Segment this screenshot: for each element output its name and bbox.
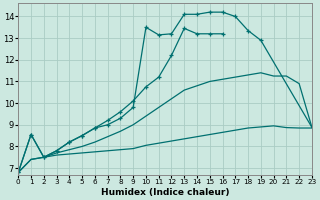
X-axis label: Humidex (Indice chaleur): Humidex (Indice chaleur): [101, 188, 229, 197]
